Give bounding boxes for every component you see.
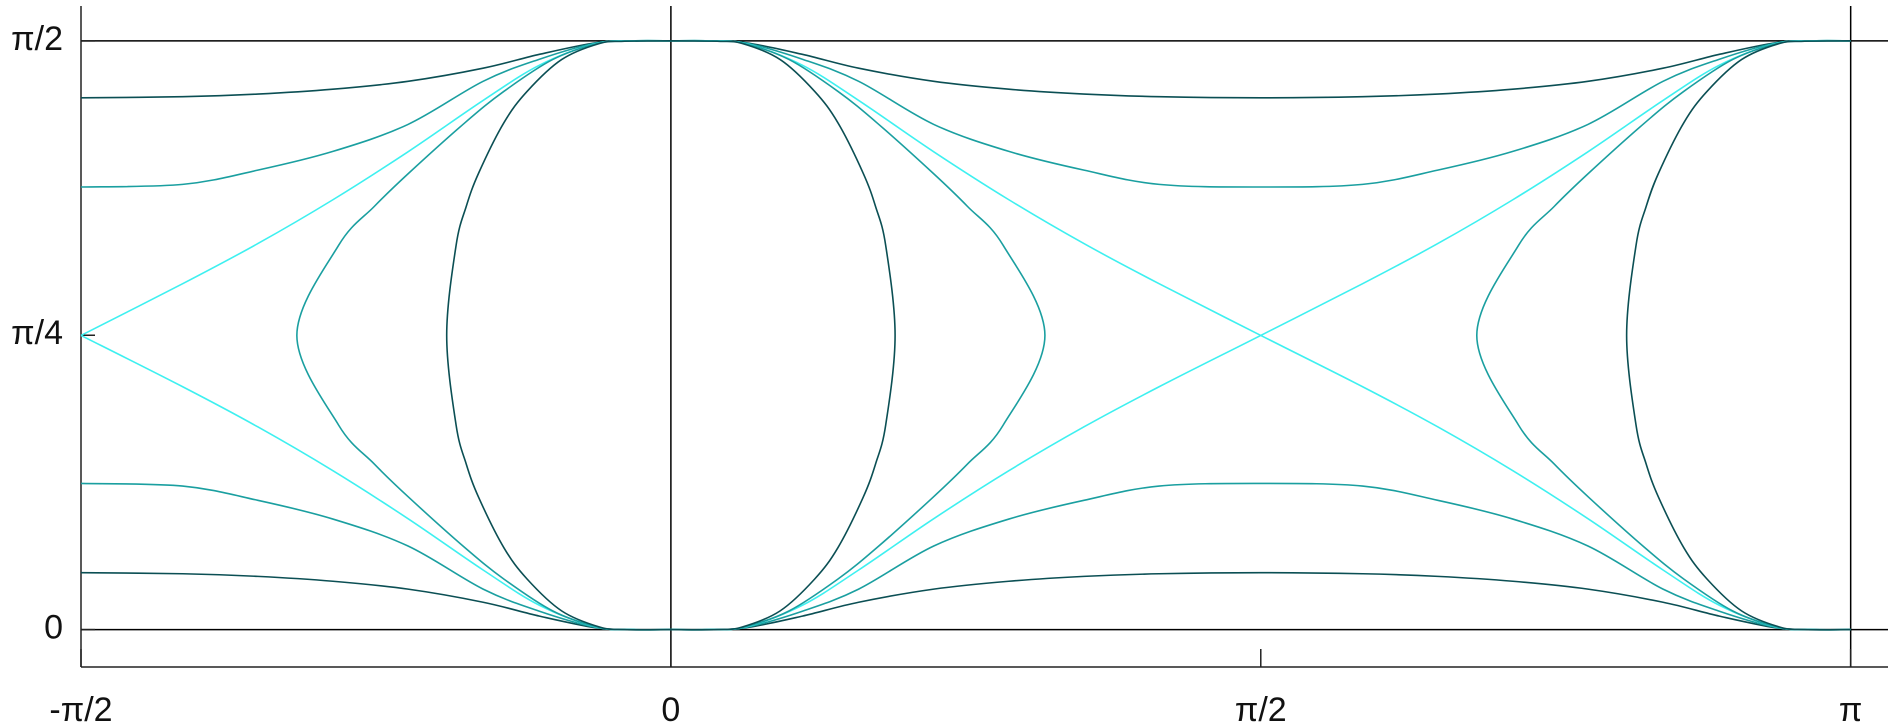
x-tick-label: -π/2 [49, 691, 112, 728]
curve [296, 40, 1851, 631]
curve [80, 39, 1851, 631]
y-tick-label: π/4 [11, 314, 63, 352]
curve [80, 39, 1851, 631]
x-tick-label: π [1839, 691, 1862, 728]
y-tick-label: 0 [44, 609, 63, 647]
x-tick-label: π/2 [1235, 691, 1287, 728]
x-tick-label: 0 [661, 691, 680, 728]
curve [80, 39, 1851, 631]
y-tick-label: π/2 [11, 20, 63, 58]
curve [445, 40, 1851, 631]
